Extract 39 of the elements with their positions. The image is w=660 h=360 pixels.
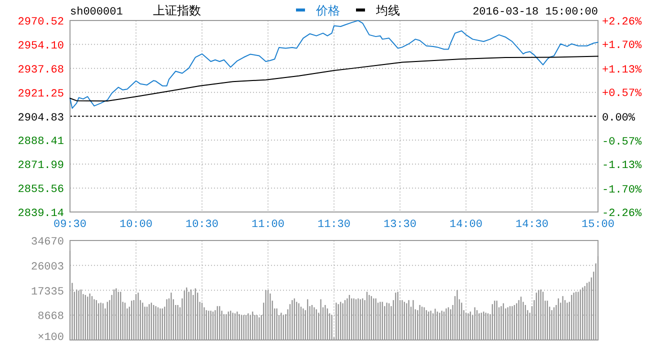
x-tick-label: 11:30 — [317, 219, 351, 231]
y-tick-label: 17335 — [30, 286, 64, 298]
y2-tick-label: +1.70% — [602, 40, 642, 52]
y-tick-label: 2970.52 — [18, 16, 64, 28]
y2-tick-label: +1.13% — [602, 64, 642, 76]
y-tick-label: 2954.10 — [18, 40, 64, 52]
y2-tick-label: +2.26% — [602, 16, 642, 28]
line-series — [70, 20, 598, 109]
y2-tick-label: 0.00% — [602, 112, 636, 124]
x-tick-label: 13:30 — [383, 219, 417, 231]
line-series — [70, 56, 598, 102]
x-tick-label: 10:00 — [119, 219, 153, 231]
chart-subtitle: sh000001 — [70, 6, 124, 18]
legend-label: 价格 — [315, 4, 340, 18]
x-tick-label: 15:00 — [581, 219, 615, 231]
y2-tick-label: +0.57% — [602, 88, 642, 100]
y-tick-label: 2888.41 — [18, 136, 64, 148]
y-axis-title: ×100 — [38, 332, 64, 344]
y-tick-label: 2871.99 — [18, 160, 64, 172]
x-tick-label: 10:30 — [185, 219, 219, 231]
y-tick-label: 2904.83 — [18, 112, 64, 124]
x-tick-label: 09:30 — [53, 219, 87, 231]
y2-tick-label: -0.57% — [602, 136, 642, 148]
legend-label: 均线 — [375, 4, 400, 18]
y-tick-label: 2937.68 — [18, 64, 64, 76]
y-tick-label: 8668 — [38, 311, 64, 324]
y-tick-label: 2921.25 — [18, 88, 64, 100]
x-tick-label: 14:00 — [449, 219, 483, 231]
chart-title: 上证指数 — [153, 4, 201, 18]
y-tick-label: 26003 — [30, 261, 64, 274]
y-tick-label: 2839.14 — [18, 208, 64, 220]
text: 2016-03-18 15:00:00 — [472, 6, 598, 18]
y-tick-label: 2855.56 — [18, 184, 64, 196]
y-tick-label: 34670 — [30, 236, 64, 248]
x-tick-label: 14:30 — [515, 219, 549, 231]
y2-tick-label: -2.26% — [602, 208, 642, 220]
x-tick-label: 11:00 — [251, 219, 285, 231]
y2-tick-label: -1.70% — [602, 184, 642, 196]
y2-tick-label: -1.13% — [602, 160, 642, 172]
